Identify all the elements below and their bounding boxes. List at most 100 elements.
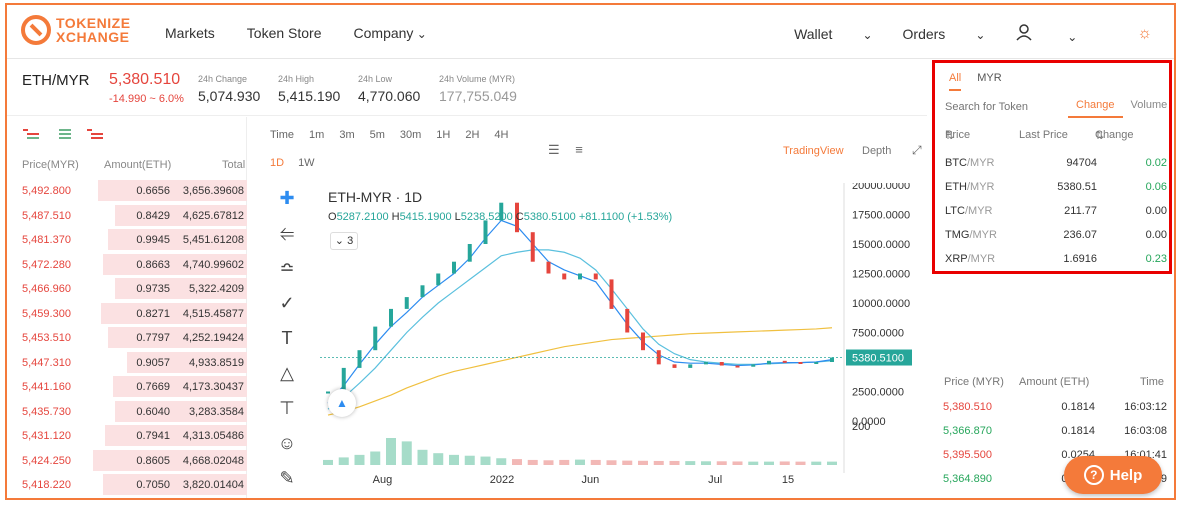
depth-tab[interactable]: Depth — [862, 145, 892, 157]
stat-24h-high: 24h High 5,415.190 — [278, 74, 340, 104]
text-icon[interactable]: T — [281, 327, 293, 348]
user-menu[interactable]: ⌄ — [1015, 23, 1077, 44]
book-row[interactable]: 5,459.300 0.8271 4,515.45877 — [7, 302, 247, 327]
market-symbol: ETH/MYR — [945, 181, 995, 193]
pattern-icon[interactable]: △ — [280, 362, 294, 383]
book-row[interactable]: 5,472.280 0.8663 4,740.99602 — [7, 253, 247, 278]
fib-icon[interactable]: ≏ — [279, 257, 295, 278]
book-row[interactable]: 5,435.730 0.6040 3,283.3584 — [7, 400, 247, 425]
book-row[interactable]: 5,431.120 0.7941 4,313.05486 — [7, 424, 247, 449]
book-bids-icon[interactable] — [55, 129, 71, 141]
candle — [735, 365, 740, 368]
book-row[interactable]: 5,418.220 0.7050 3,820.01404 — [7, 473, 247, 498]
depth-bar — [112, 376, 247, 397]
book-row[interactable]: 5,441.160 0.7669 4,173.30437 — [7, 375, 247, 400]
book-price: 5,466.960 — [22, 283, 71, 295]
pair-selector[interactable]: ETH/MYR — [22, 72, 90, 89]
nav-markets[interactable]: Markets — [165, 25, 215, 41]
book-row[interactable]: 5,492.800 0.6656 3,656.39608 — [7, 179, 247, 204]
candle — [452, 261, 456, 274]
interval-1d[interactable]: 1D — [270, 157, 285, 169]
volume-bar — [638, 460, 648, 465]
candle — [546, 261, 551, 274]
sliders-icon[interactable]: ☰ — [548, 142, 560, 157]
interval-1h[interactable]: 1H — [436, 129, 451, 141]
brand-logo[interactable]: TOKENIZE XCHANGE — [21, 15, 131, 45]
candle — [641, 332, 645, 351]
emoji-icon[interactable]: ☺ — [277, 432, 297, 453]
book-row[interactable]: 5,481.370 0.9945 5,451.61208 — [7, 228, 247, 253]
market-row[interactable]: XRP/MYR 1.6916 0.23 — [935, 247, 1169, 271]
interval-30m[interactable]: 30m — [399, 129, 422, 141]
orders-label: Orders — [902, 25, 946, 42]
nav-company[interactable]: Company — [354, 25, 427, 41]
market-row[interactable]: BTC/MYR 94704 0.02 — [935, 151, 1169, 175]
interval-2h[interactable]: 2H — [465, 129, 480, 141]
trade-price: 5,388.290 — [943, 497, 992, 498]
ohlc-readout: O5287.2100 H5415.1900 L5238.5200 C5380.5… — [328, 211, 673, 223]
stat-label: 24h Low — [358, 74, 393, 84]
book-total: 3,283.3584 — [188, 405, 244, 418]
stat-value: 5,074.930 — [198, 88, 261, 104]
market-row[interactable]: LTC/MYR 211.77 0.00 — [935, 199, 1169, 223]
market-row[interactable]: ETH/MYR 5380.51 0.06 — [935, 175, 1169, 199]
help-button[interactable]: ? Help — [1064, 456, 1162, 494]
measure-icon[interactable]: ⊤ — [279, 397, 295, 418]
sort-tab-change[interactable]: Change — [1068, 99, 1123, 118]
book-price: 5,441.160 — [22, 381, 71, 393]
candle — [704, 362, 708, 365]
book-price: 5,481.370 — [22, 234, 71, 246]
wallet-label: Wallet — [794, 25, 833, 42]
tradingview-tab[interactable]: TradingView — [783, 145, 844, 157]
book-row[interactable]: 5,447.310 0.9057 4,933.8519 — [7, 351, 247, 376]
trade-time: 16:03:12 — [1124, 401, 1167, 413]
market-tab-all[interactable]: All — [949, 72, 962, 91]
theme-toggle[interactable]: ☼ — [1107, 25, 1152, 43]
volume-bar — [559, 459, 570, 465]
trendline-icon[interactable]: ⥢ — [279, 222, 295, 243]
interval-1w[interactable]: 1W — [298, 157, 315, 169]
book-row[interactable]: 5,453.510 0.7797 4,252.19424 — [7, 326, 247, 351]
candle — [515, 202, 519, 233]
market-row[interactable]: TMG/MYR 236.07 0.00 — [935, 223, 1169, 247]
chart-settings: ☰ ≡ — [548, 142, 583, 158]
list-icon[interactable]: ≡ — [575, 142, 583, 157]
book-row[interactable]: 5,411.6000.76184,122.65418 — [7, 498, 247, 501]
interval-1m[interactable]: 1m — [309, 129, 325, 141]
tradingview-logo-icon[interactable]: ▲ — [328, 389, 356, 417]
brush-icon[interactable]: ✓ — [279, 292, 295, 313]
book-row[interactable]: 5,424.250 0.8605 4,668.02048 — [7, 449, 247, 474]
interval-3m[interactable]: 3m — [339, 129, 355, 141]
book-both-icon[interactable] — [23, 129, 39, 141]
orders-menu[interactable]: Orders ⌄ — [903, 26, 986, 42]
volume-bar — [401, 441, 412, 465]
interval-4h[interactable]: 4H — [494, 129, 509, 141]
wallet-menu[interactable]: Wallet ⌄ — [794, 26, 872, 42]
book-row[interactable]: 5,487.510 0.8429 4,625.67812 — [7, 204, 247, 229]
nav-token-store[interactable]: Token Store — [246, 25, 322, 41]
crosshair-icon[interactable]: ✚ — [279, 187, 295, 208]
y-tick-label: 12500.0000 — [852, 269, 910, 281]
expand-icon[interactable]: ⤢ — [912, 143, 922, 157]
interval-time[interactable]: Time — [270, 129, 295, 141]
market-tab-myr[interactable]: MYR — [977, 72, 1002, 84]
book-row[interactable]: 5,466.960 0.9735 5,322.4209 — [7, 277, 247, 302]
indicator-toggle[interactable]: ⌄ 3 — [330, 232, 358, 250]
depth-bar — [98, 499, 247, 501]
ohlc-low: 5238.5200 — [460, 211, 513, 223]
interval-5m[interactable]: 5m — [369, 129, 385, 141]
book-price: 5,459.300 — [22, 307, 71, 320]
price-chart[interactable]: 20000.0000 17500.0000 15000.0000 12500.0000… — [320, 183, 920, 500]
app-frame: TOKENIZE XCHANGE Markets Token Store Com… — [5, 3, 1176, 500]
token-search-input[interactable] — [945, 98, 1065, 116]
book-asks-icon[interactable] — [87, 129, 103, 141]
ruler-icon[interactable]: ✎ — [279, 467, 295, 488]
sort-tab-volume[interactable]: Volume — [1130, 99, 1168, 111]
depth-bar — [115, 204, 247, 226]
order-book: Price(MYR) Amount(ETH) Total 5,492.800 0.… — [7, 117, 247, 501]
ma-slow-line — [327, 249, 833, 410]
book-amount: 0.9735 — [136, 283, 170, 295]
y-tick-label: 0.0000 — [852, 416, 886, 428]
ma-long-line — [327, 327, 833, 416]
chevron-down-icon: ⌄ — [975, 27, 986, 42]
